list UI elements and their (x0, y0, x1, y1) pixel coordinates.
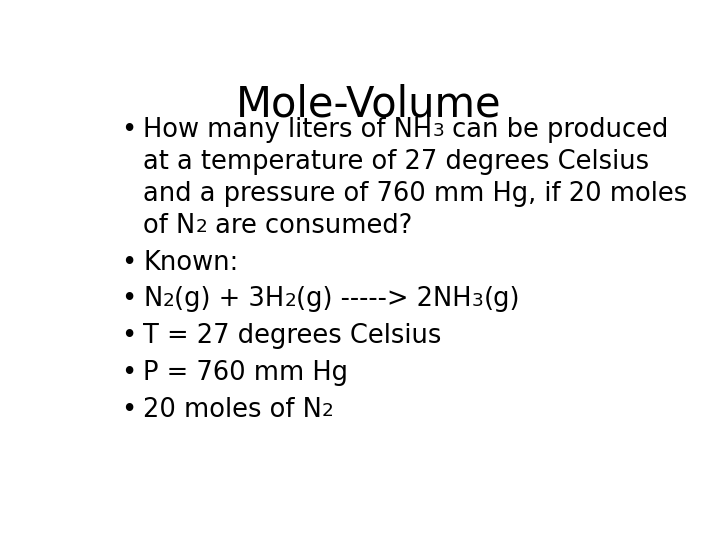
Text: •: • (121, 286, 136, 313)
Text: (g): (g) (483, 286, 520, 313)
Text: can be produced: can be produced (444, 117, 668, 143)
Text: How many liters of NH: How many liters of NH (143, 117, 432, 143)
Text: Known:: Known: (143, 249, 238, 275)
Text: are consumed?: are consumed? (207, 213, 413, 239)
Text: and a pressure of 760 mm Hg, if 20 moles: and a pressure of 760 mm Hg, if 20 moles (143, 181, 688, 207)
Text: 20 moles of N: 20 moles of N (143, 397, 322, 423)
Text: •: • (121, 323, 136, 349)
Text: (g) + 3H: (g) + 3H (174, 286, 284, 313)
Text: T = 27 degrees Celsius: T = 27 degrees Celsius (143, 323, 441, 349)
Text: 2: 2 (284, 292, 296, 309)
Text: at a temperature of 27 degrees Celsius: at a temperature of 27 degrees Celsius (143, 149, 649, 175)
Text: •: • (121, 117, 136, 143)
Text: Mole-Volume: Mole-Volume (236, 84, 502, 125)
Text: 2: 2 (195, 218, 207, 236)
Text: 2: 2 (322, 402, 334, 420)
Text: •: • (121, 360, 136, 386)
Text: 2: 2 (162, 292, 174, 309)
Text: •: • (121, 397, 136, 423)
Text: N: N (143, 286, 162, 313)
Text: (g) -----> 2NH: (g) -----> 2NH (296, 286, 472, 313)
Text: 3: 3 (472, 292, 483, 309)
Text: •: • (121, 249, 136, 275)
Text: P = 760 mm Hg: P = 760 mm Hg (143, 360, 348, 386)
Text: of N: of N (143, 213, 195, 239)
Text: 3: 3 (432, 122, 444, 140)
